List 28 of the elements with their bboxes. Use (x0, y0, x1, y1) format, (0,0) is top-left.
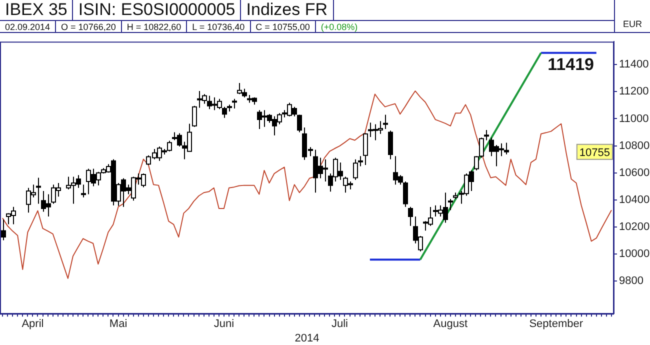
x-axis-title: 2014 (294, 332, 320, 344)
x-tick-label: Juli (331, 318, 348, 330)
x-tick-label: Juni (214, 318, 234, 330)
text: Indizes FR (241, 0, 334, 20)
x-tick-label: August (433, 318, 468, 330)
text: L = 10736,40 (187, 21, 251, 32)
chart-subtitle: ISIN: ES0SI0000005 (73, 0, 242, 20)
y-tick-label: 10600 (619, 166, 650, 179)
text: 02.09.2014 (0, 21, 56, 32)
text: C = 10755,00 (250, 21, 316, 32)
x-tick-label: September (529, 318, 584, 330)
y-tick-label: 11000 (619, 112, 649, 125)
y-tick-label: 9800 (619, 275, 644, 288)
x-tick-label: Mai (109, 318, 128, 330)
annotation: 11419 (548, 55, 594, 74)
y-tick-label: 10400 (619, 194, 650, 206)
y-tick-label: 11400 (619, 58, 649, 71)
text: (+0.08%) (320, 21, 359, 32)
x-tick-label: April (22, 318, 44, 330)
y-axis-title: EUR (622, 18, 643, 31)
y-tick-label: 10800 (619, 140, 650, 152)
annotation: 10755 (579, 146, 610, 159)
text: H = 10822,60 (122, 21, 188, 32)
chart-title: IBEX 35 (0, 0, 74, 20)
y-tick-label: 10200 (619, 221, 650, 234)
y-tick-label: 11200 (619, 86, 649, 98)
y-tick-label: 10000 (619, 248, 650, 260)
text: O = 10766,20 (56, 21, 122, 32)
